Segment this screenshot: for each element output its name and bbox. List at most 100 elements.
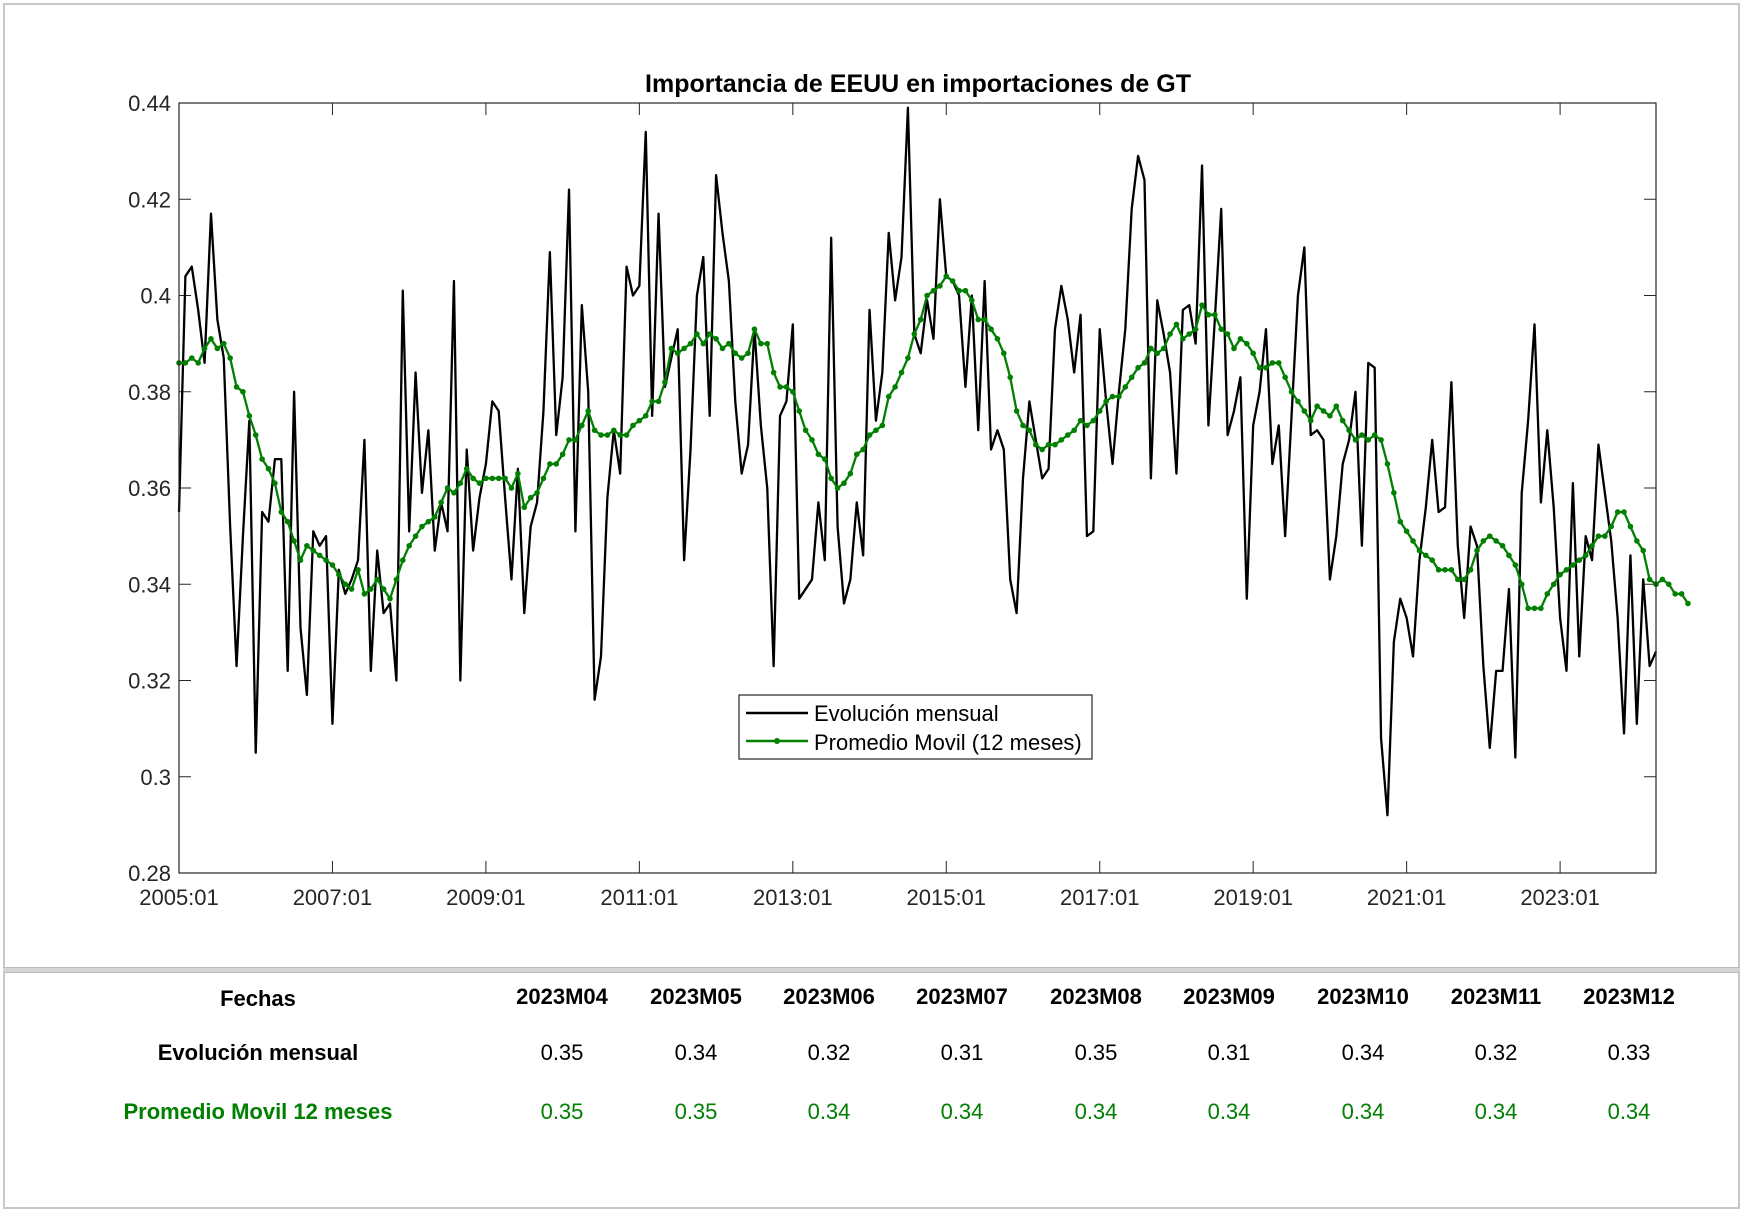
moving-average-point (885, 393, 892, 400)
table-cell: 0.35 (540, 1099, 584, 1124)
table-cell: 0.32 (1474, 1040, 1518, 1065)
x-tick-label: 2023:01 (1520, 885, 1600, 910)
moving-average-point (860, 446, 866, 453)
y-axis: 0.28 0.3 0.32 0.34 0.36 0.38 0.4 0.42 0.44 (128, 91, 1656, 886)
moving-average-point (1627, 523, 1634, 530)
moving-average-point (732, 350, 739, 357)
moving-average-point (1346, 427, 1352, 434)
moving-average-point (476, 480, 483, 486)
moving-average-point (1128, 374, 1135, 381)
table-column-header: 2023M08 (1050, 984, 1142, 1009)
moving-average-point (604, 432, 611, 438)
moving-average-point (1544, 591, 1551, 597)
moving-average-point (348, 586, 355, 592)
moving-average-point (240, 388, 246, 395)
y-tick-label: 0.4 (140, 284, 171, 309)
plot-box (178, 102, 1657, 874)
moving-average-point (802, 427, 809, 434)
moving-average-point (1154, 350, 1161, 357)
moving-average-point (796, 408, 803, 414)
moving-average-point (809, 437, 815, 443)
moving-average-point (1339, 417, 1346, 424)
moving-average-point (783, 384, 790, 390)
moving-average-point (336, 571, 342, 578)
y-tick-label: 0.42 (128, 187, 171, 212)
table-cell: 0.34 (1607, 1099, 1651, 1124)
table-cell: 0.34 (1074, 1099, 1118, 1124)
moving-average-point (975, 316, 982, 323)
moving-average-point (572, 437, 579, 443)
moving-average-point (1205, 311, 1212, 318)
moving-average-point (361, 591, 368, 597)
moving-average-point (828, 475, 834, 482)
moving-average-point (1256, 364, 1263, 371)
moving-average-point (662, 379, 668, 385)
moving-average-point (1250, 350, 1256, 357)
moving-average-point (1295, 398, 1301, 405)
moving-average-point (393, 576, 400, 583)
moving-average-point (1173, 321, 1180, 328)
moving-average-point (201, 345, 208, 352)
x-tick-label: 2017:01 (1060, 885, 1140, 910)
moving-average-point (419, 523, 425, 530)
moving-average-point (451, 490, 457, 496)
table-column-header: 2023M04 (516, 984, 608, 1009)
moving-average-point (566, 437, 572, 443)
moving-average-point (304, 542, 310, 549)
moving-average-point (342, 581, 349, 588)
moving-average-point (278, 509, 285, 515)
y-tick-label: 0.44 (128, 91, 171, 116)
chart-title: Importancia de EEUU en importaciones de … (645, 70, 1191, 98)
moving-average-point (1237, 336, 1244, 342)
moving-average-point (719, 345, 726, 352)
moving-average-point (1218, 326, 1225, 332)
table-cell: 0.31 (1207, 1040, 1251, 1065)
moving-average-point (252, 432, 259, 438)
moving-average-point (1442, 567, 1448, 573)
moving-average-point (1672, 591, 1678, 597)
moving-average-point (681, 345, 687, 352)
legend: Evolución mensual Promedio Movil (12 mes… (738, 694, 1093, 760)
moving-average-point (1084, 422, 1090, 429)
moving-average-point (1685, 600, 1691, 607)
moving-average-point (879, 422, 886, 429)
moving-average-point (297, 557, 304, 563)
moving-average-point (1589, 542, 1595, 549)
moving-average-point (208, 336, 214, 342)
moving-average-point (1550, 581, 1557, 588)
moving-average-point (700, 340, 707, 347)
moving-average-point (866, 432, 873, 438)
moving-average-point (1416, 547, 1423, 554)
moving-average-point (687, 340, 694, 347)
summary-table: Fechas 2023M04 2023M05 2023M06 2023M07 2023M… (0, 974, 1745, 1210)
moving-average-point (815, 451, 822, 458)
moving-average-point (943, 273, 950, 280)
moving-average-point (905, 355, 911, 361)
moving-average-point (674, 350, 681, 357)
moving-average-point (962, 287, 969, 294)
moving-average-point (1090, 417, 1097, 424)
moving-average-point (1410, 538, 1416, 544)
moving-average-point (438, 499, 444, 506)
moving-average-point (182, 360, 189, 366)
moving-average-point (1180, 336, 1186, 342)
moving-average-point (1116, 393, 1122, 400)
moving-average-point (1333, 403, 1340, 409)
moving-average-point (1032, 441, 1039, 448)
moving-average-point (751, 326, 758, 332)
moving-average-point (1352, 437, 1359, 443)
moving-average-point (1659, 576, 1666, 583)
x-tick-label: 2005:01 (139, 885, 219, 910)
moving-average-point (233, 384, 240, 390)
moving-average-point (981, 316, 988, 323)
moving-average-point (246, 413, 253, 419)
y-tick-label: 0.32 (128, 669, 171, 694)
moving-average-point (1096, 408, 1103, 414)
legend-label-monthly: Evolución mensual (814, 701, 999, 726)
moving-average-point (425, 518, 432, 525)
moving-average-point (1192, 326, 1199, 332)
table-cell: 0.32 (807, 1040, 851, 1065)
moving-average-point (873, 427, 879, 434)
moving-average-point (853, 451, 860, 458)
moving-average-point (1186, 331, 1193, 337)
